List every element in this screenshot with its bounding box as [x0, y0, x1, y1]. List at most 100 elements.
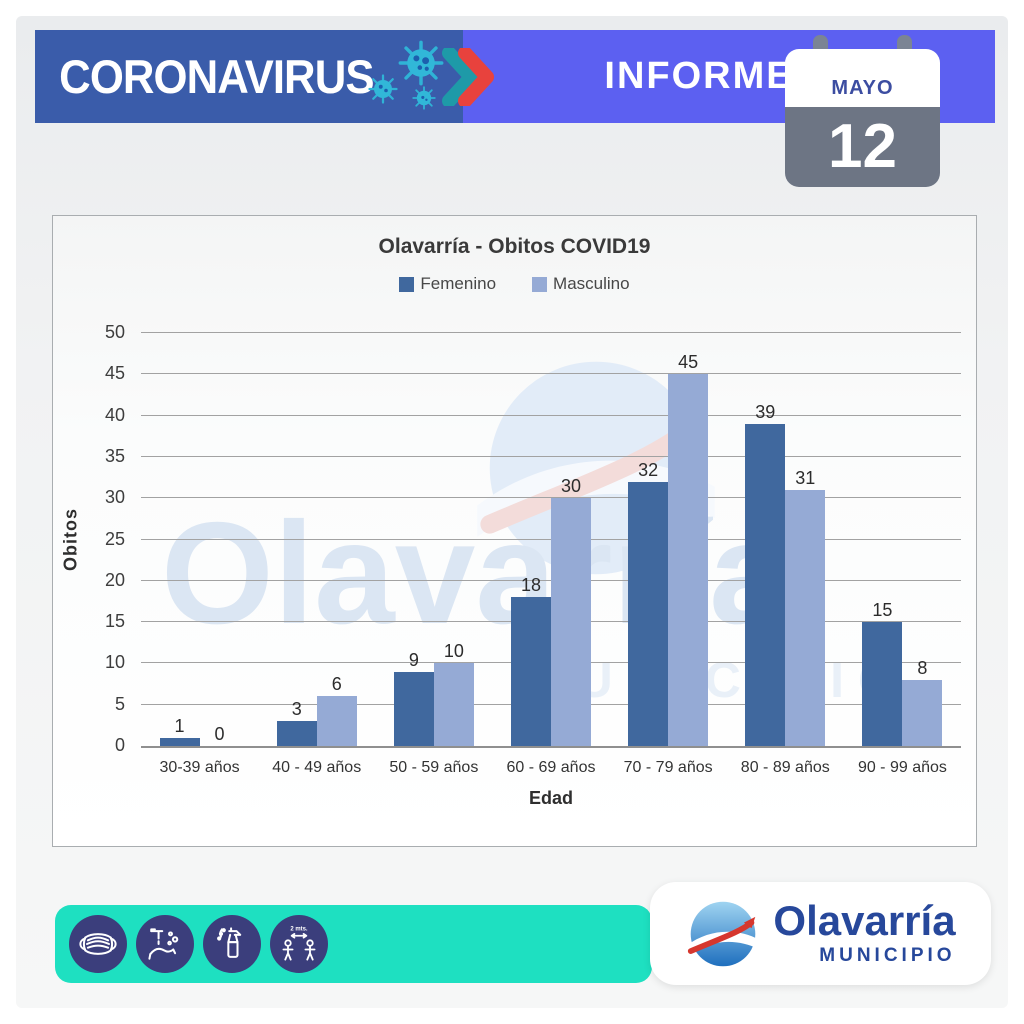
logo-subtitle: MUNICIPIO: [819, 945, 956, 966]
bar-value-label: 9: [408, 649, 419, 670]
bar-column: 15: [862, 600, 903, 746]
bar-value-label: 3: [291, 699, 302, 720]
bar-group: 39 31 80 - 89 años: [727, 333, 844, 776]
bar-femenino: [276, 721, 317, 746]
y-tick-label: 15: [104, 611, 125, 632]
plot-area: Olavarría MUNICIPIO 1 0 30-39 años 3 6 40 - 4…: [141, 332, 961, 776]
social-distance-icon: 2 mts.: [270, 915, 328, 973]
y-tick-label: 30: [104, 487, 125, 508]
x-tick-label: 80 - 89 años: [740, 759, 830, 776]
informe-label: INFORME: [604, 55, 794, 97]
legend-item: Masculino: [532, 274, 630, 294]
bar-femenino: [862, 622, 903, 746]
calendar-body: 12: [785, 107, 940, 187]
x-tick-label: 60 - 69 años: [506, 759, 596, 776]
bar-column: 39: [745, 401, 786, 746]
bar-column: 30: [550, 476, 591, 746]
chevron-right-icon: [442, 48, 494, 106]
bar-femenino: [510, 597, 551, 746]
bar-column: 9: [393, 649, 434, 746]
virus-icon: [412, 86, 436, 110]
bar-femenino: [628, 481, 669, 746]
virus-icon: [368, 74, 398, 104]
bar-masculino: [433, 663, 474, 746]
bar-value-label: 8: [917, 657, 928, 678]
calendar-widget: MAYO 12: [785, 35, 940, 187]
chart-panel: Olavarría - Obitos COVID19 Femenino Mascu…: [52, 215, 977, 847]
calendar-month: MAYO: [831, 77, 894, 99]
bar-masculino: [316, 696, 357, 746]
olavarria-logo-icon: [687, 901, 760, 966]
bar-column: 1: [159, 715, 200, 746]
chart-legend: Femenino Masculino: [53, 274, 976, 294]
disinfectant-spray-icon: [203, 915, 261, 973]
x-tick-label: 90 - 99 años: [857, 759, 947, 776]
bar-group: 18 30 60 - 69 años: [492, 333, 609, 776]
calendar-day: 12: [828, 112, 897, 181]
x-tick-label: 70 - 79 años: [623, 759, 713, 776]
gridline: [141, 455, 961, 457]
gridline: [141, 497, 961, 499]
hand-washing-icon: [136, 915, 194, 973]
bar-femenino: [393, 671, 434, 746]
bar-group: 1 0 30-39 años: [141, 333, 258, 776]
y-axis: 0 5 10 15 20 25 30 35 40 45 50: [89, 323, 125, 754]
y-tick-label: 25: [104, 528, 125, 549]
bar-column: 10: [433, 641, 474, 746]
bar-femenino: [159, 737, 200, 746]
bar-column: 45: [668, 352, 709, 746]
bar-column: 8: [902, 657, 943, 746]
y-tick-label: 5: [114, 693, 125, 714]
virus-icon: [398, 40, 444, 86]
face-mask-icon: [69, 915, 127, 973]
bar-value-label: 45: [678, 352, 699, 373]
y-tick-label: 0: [114, 735, 125, 755]
bar-value-label: 39: [755, 401, 776, 422]
svg-text:2 mts.: 2 mts.: [290, 926, 308, 932]
header-banner-left: CORONAVIRUS: [35, 30, 463, 123]
bar-group: 32 45 70 - 79 años: [610, 333, 727, 776]
bar-column: 32: [628, 459, 669, 746]
bar-group: 15 8 90 - 99 años: [844, 333, 961, 776]
prevention-bar: 2 mts.: [55, 905, 652, 983]
bar-group: 9 10 50 - 59 años: [375, 333, 492, 776]
y-tick-label: 40: [104, 404, 125, 425]
bar-column: 3: [276, 699, 317, 746]
bar-column: 0: [200, 725, 240, 746]
bar-value-label: 32: [638, 459, 659, 480]
bar-column: 6: [316, 675, 357, 746]
bar-value-label: 0: [214, 724, 225, 744]
bar-femenino: [745, 423, 786, 746]
bar-masculino: [668, 374, 709, 746]
bar-group: 3 6 40 - 49 años: [258, 333, 375, 776]
page-background: CORONAVIRUS INFORME: [16, 16, 1008, 1008]
y-axis-title: Obitos: [60, 508, 81, 571]
logo-name: Olavarría: [773, 897, 956, 944]
legend-item: Femenino: [399, 274, 496, 294]
x-tick-label: 30-39 años: [159, 759, 240, 776]
x-axis-title: Edad: [528, 788, 573, 808]
legend-swatch: [532, 276, 548, 292]
bar-value-label: 10: [443, 641, 464, 662]
legend-label: Femenino: [420, 274, 497, 293]
bar-value-label: 15: [872, 600, 893, 621]
bar-column: 31: [785, 469, 826, 746]
legend-swatch: [399, 276, 415, 292]
gridline: [141, 332, 961, 333]
gridline: [141, 373, 961, 375]
bar-masculino: [785, 489, 826, 746]
x-tick-label: 50 - 59 años: [389, 759, 479, 776]
legend-label: Masculino: [553, 274, 630, 293]
bar-column: 18: [510, 576, 551, 746]
y-tick-label: 10: [104, 652, 125, 673]
bar-masculino: [550, 498, 591, 746]
y-tick-label: 20: [104, 569, 125, 590]
coronavirus-title: CORONAVIRUS: [59, 50, 374, 103]
bar-value-label: 1: [174, 715, 185, 736]
chart-title: Olavarría - Obitos COVID19: [378, 235, 651, 258]
x-tick-label: 40 - 49 años: [272, 759, 362, 776]
bar-value-label: 30: [560, 476, 581, 497]
gridline: [141, 414, 961, 416]
municipality-logo-card: Olavarría MUNICIPIO: [650, 882, 991, 985]
bar-masculino: [902, 679, 943, 746]
